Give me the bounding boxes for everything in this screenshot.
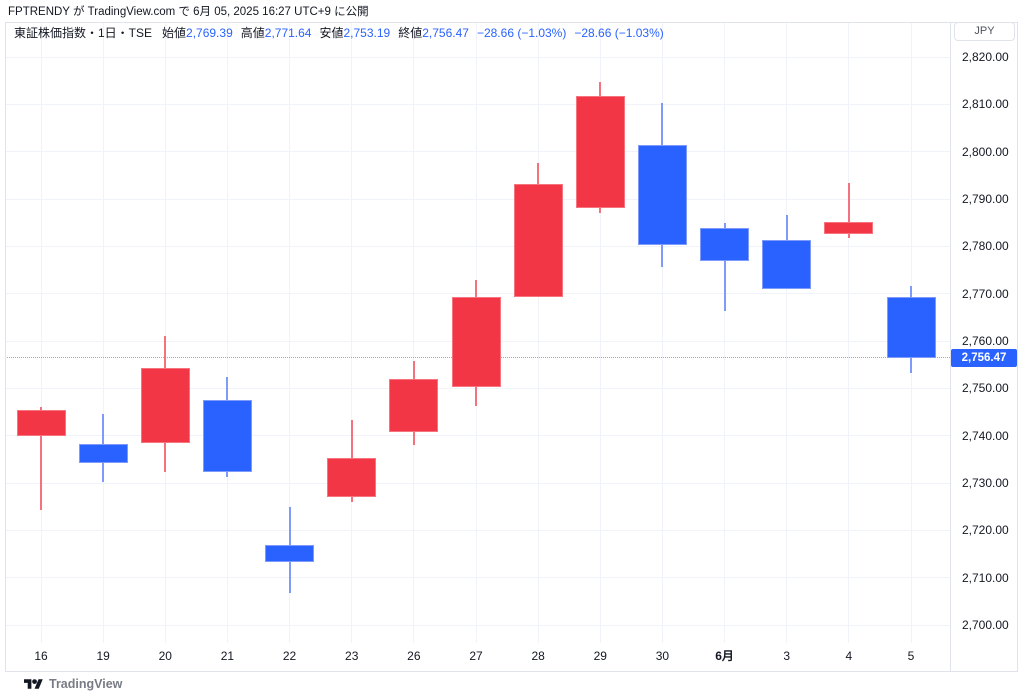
grid-line-vertical xyxy=(351,23,353,643)
price-tick-label: 2,760.00 xyxy=(962,334,1009,348)
candle-body xyxy=(824,222,874,235)
grid-line-vertical xyxy=(537,23,539,643)
time-tick-label: 28 xyxy=(531,649,545,663)
price-tick-label: 2,720.00 xyxy=(962,523,1009,538)
candle-body xyxy=(78,444,128,464)
price-tick-label: 2,780.00 xyxy=(962,239,1009,254)
time-tick-label: 27 xyxy=(469,649,483,663)
time-tick-label: 21 xyxy=(220,649,235,663)
grid-line-horizontal xyxy=(5,482,950,484)
low-pair: 安値2,753.19 xyxy=(319,26,390,40)
attribution-text: FPTRENDY が TradingView.com で 6月 05, 2025… xyxy=(8,6,369,18)
open-value: 2,769.39 xyxy=(186,26,233,40)
time-tick-label: 29 xyxy=(593,649,607,663)
grid-line-vertical xyxy=(226,23,228,643)
legend-row: 東証株価指数・1日・TSE 始値2,769.39 高値2,771.64 安値2,753… xyxy=(14,25,672,41)
candle-wick xyxy=(40,406,42,510)
grid-line-horizontal xyxy=(5,103,950,105)
high-value: 2,771.64 xyxy=(264,26,312,40)
grid-line-horizontal xyxy=(5,577,950,579)
time-tick-label: 16 xyxy=(34,649,48,663)
high-pair: 高値2,771.64 xyxy=(241,26,312,40)
price-tick-label: 2,730.00 xyxy=(962,476,1009,490)
time-tick-label: 3 xyxy=(783,649,791,663)
grid-line-vertical xyxy=(40,23,42,643)
time-tick-label: 6月 xyxy=(715,649,734,663)
candle-wick xyxy=(723,222,726,311)
grid-line-horizontal xyxy=(5,245,950,247)
price-tick-label: 2,710.00 xyxy=(962,570,1009,585)
grid-line-horizontal xyxy=(5,56,950,58)
candle-body xyxy=(637,145,687,245)
candle-body xyxy=(700,228,750,261)
candle-body xyxy=(513,183,563,298)
grid-line-vertical xyxy=(661,23,663,643)
currency-button[interactable]: JPY xyxy=(954,22,1015,41)
time-tick-label: 20 xyxy=(158,649,172,663)
candle-body xyxy=(575,95,625,208)
price-tick-label: 2,740.00 xyxy=(962,428,1009,443)
price-tick-label: 2,800.00 xyxy=(962,144,1009,159)
price-tick-label: 2,790.00 xyxy=(962,192,1009,206)
time-tick-label: 23 xyxy=(345,649,359,663)
candle-body xyxy=(886,296,936,358)
time-tick-label: 22 xyxy=(282,649,297,663)
grid-line-vertical xyxy=(413,23,415,643)
tradingview-logo-icon xyxy=(24,679,43,689)
symbol-title: 東証株価指数・1日・TSE xyxy=(14,26,153,40)
close-label: 終値 xyxy=(398,26,423,40)
grid-line-horizontal xyxy=(5,624,950,626)
chart-frame xyxy=(5,22,1018,672)
time-tick-label: 19 xyxy=(96,649,110,663)
grid-line-vertical xyxy=(786,23,788,643)
grid-line-vertical xyxy=(102,23,104,643)
candle-body xyxy=(762,240,812,289)
time-tick-label: 4 xyxy=(845,649,853,663)
time-tick-label: 30 xyxy=(655,649,670,663)
close-pair: 終値2,756.47 xyxy=(398,26,469,40)
low-value: 2,753.19 xyxy=(343,26,391,40)
tradingview-logo[interactable]: TradingView xyxy=(24,677,122,692)
price-tick-label: 2,700.00 xyxy=(962,618,1009,632)
candle-body xyxy=(202,400,252,473)
open-label: 始値 xyxy=(162,26,187,40)
grid-line-horizontal xyxy=(5,529,950,531)
candle-body xyxy=(451,296,501,388)
price-tick-label: 2,810.00 xyxy=(962,97,1009,112)
change-value-secondary: −28.66 (−1.03%) xyxy=(574,26,664,40)
candle-wick xyxy=(847,182,850,238)
grid-line-vertical xyxy=(164,23,166,643)
last-price-badge: 2,756.47 xyxy=(951,348,1017,367)
grid-line-horizontal xyxy=(5,435,950,437)
candle-body xyxy=(389,379,439,433)
open-pair: 始値2,769.39 xyxy=(162,26,233,40)
candle-body xyxy=(140,367,190,444)
tradingview-logo-text: TradingView xyxy=(49,677,123,691)
price-axis-separator xyxy=(950,22,951,672)
grid-line-horizontal xyxy=(5,387,950,389)
candle-body xyxy=(327,457,377,498)
grid-line-vertical xyxy=(724,23,726,643)
change-value: −28.66 (−1.03%) xyxy=(476,26,567,40)
grid-line-vertical xyxy=(599,23,601,643)
candle-body xyxy=(265,545,315,562)
grid-line-horizontal xyxy=(5,293,950,295)
price-tick-label: 2,770.00 xyxy=(962,286,1009,301)
low-label: 安値 xyxy=(319,26,344,40)
candle-body xyxy=(16,410,66,436)
time-tick-label: 5 xyxy=(907,649,915,663)
high-label: 高値 xyxy=(240,26,265,40)
time-tick-label: 26 xyxy=(407,649,421,663)
grid-line-vertical xyxy=(289,23,291,643)
grid-line-horizontal xyxy=(5,151,950,153)
close-value: 2,756.47 xyxy=(422,26,469,40)
price-tick-label: 2,750.00 xyxy=(962,381,1009,396)
grid-line-vertical xyxy=(848,23,850,643)
grid-line-horizontal xyxy=(5,198,950,200)
price-tick-label: 2,820.00 xyxy=(962,50,1009,64)
